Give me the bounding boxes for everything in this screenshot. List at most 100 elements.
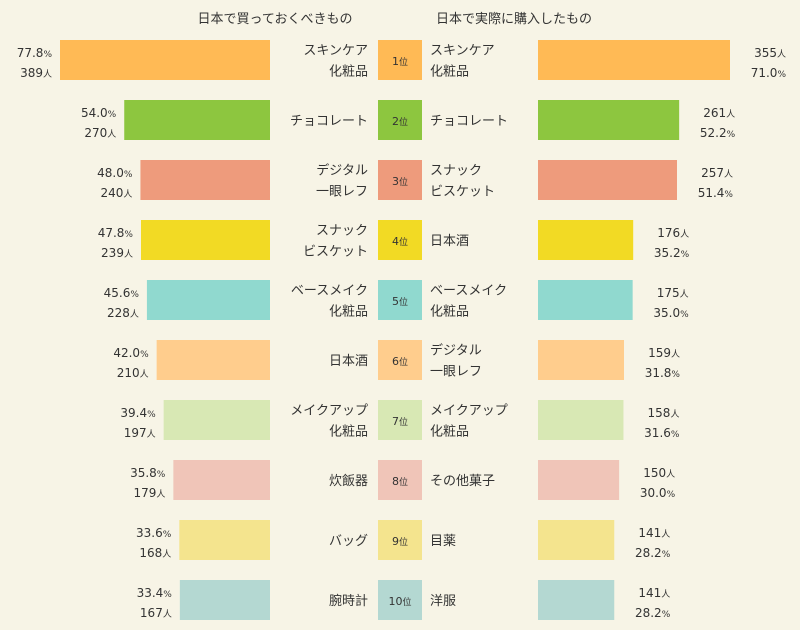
right-count-label-unit: 人 bbox=[777, 49, 786, 60]
right-category-label-line: ベースメイク bbox=[430, 284, 507, 299]
right-count-label-number: 141 bbox=[638, 526, 661, 540]
right-count-label-unit: 人 bbox=[661, 589, 670, 600]
left-percent-label-number: 33.6 bbox=[136, 526, 163, 540]
rank-suffix: 位 bbox=[399, 176, 408, 188]
right-count-label: 150人 bbox=[643, 466, 675, 480]
left-count-label: 239人 bbox=[101, 246, 133, 260]
left-percent-label-unit: % bbox=[108, 110, 117, 120]
left-percent-label: 47.8% bbox=[98, 226, 134, 240]
rank-label: 1位 bbox=[392, 55, 408, 68]
left-category-label: メイクアップ化粧品 bbox=[290, 404, 368, 440]
right-count-label-unit: 人 bbox=[680, 229, 689, 240]
left-percent-label-unit: % bbox=[140, 350, 149, 360]
right-count-label-number: 141 bbox=[638, 586, 661, 600]
rank-suffix: 位 bbox=[399, 116, 408, 128]
left-category-label-line: ベースメイク bbox=[291, 284, 368, 299]
right-category-label-line: チョコレート bbox=[430, 114, 508, 129]
left-category-label-line: 化粧品 bbox=[329, 425, 368, 440]
rank-suffix: 位 bbox=[399, 56, 408, 68]
left-count-label: 197人 bbox=[124, 426, 156, 440]
left-count-label: 167人 bbox=[140, 606, 172, 620]
right-percent-label-unit: % bbox=[724, 190, 733, 200]
left-bar bbox=[156, 340, 270, 380]
left-percent-label-unit: % bbox=[157, 470, 166, 480]
right-bar bbox=[538, 400, 624, 440]
right-count-label: 355人 bbox=[754, 46, 786, 60]
rank-suffix: 位 bbox=[399, 476, 408, 488]
right-bar bbox=[538, 580, 615, 620]
left-chart-title: 日本で買っておくべきもの bbox=[198, 12, 353, 27]
left-category-label-line: 化粧品 bbox=[329, 305, 368, 320]
right-count-label-number: 257 bbox=[701, 166, 724, 180]
right-count-label-number: 159 bbox=[648, 346, 671, 360]
left-count-label-number: 389 bbox=[20, 66, 43, 80]
left-percent-label-unit: % bbox=[124, 170, 133, 180]
rank-label: 9位 bbox=[392, 535, 408, 548]
right-category-label: デジタル一眼レフ bbox=[430, 343, 482, 380]
right-percent-label: 51.4% bbox=[698, 186, 734, 200]
rank-suffix: 位 bbox=[399, 356, 408, 368]
right-category-label: チョコレート bbox=[430, 114, 508, 129]
right-category-label-line: 化粧品 bbox=[430, 65, 469, 80]
left-percent-label-number: 42.0 bbox=[113, 346, 140, 360]
rank-box bbox=[378, 580, 422, 620]
left-category-label: 日本酒 bbox=[329, 354, 368, 369]
right-count-label: 175人 bbox=[657, 286, 689, 300]
right-count-label: 261人 bbox=[703, 106, 735, 120]
left-category-label: 炊飯器 bbox=[329, 474, 368, 489]
right-count-label-number: 175 bbox=[657, 286, 680, 300]
left-category-label-line: 日本酒 bbox=[329, 354, 368, 369]
rank-label: 7位 bbox=[392, 415, 408, 428]
right-category-label-line: ビスケット bbox=[430, 185, 495, 200]
left-bar bbox=[163, 400, 270, 440]
left-percent-label-number: 45.6 bbox=[104, 286, 131, 300]
rank-suffix: 位 bbox=[399, 236, 408, 248]
right-category-label-line: 日本酒 bbox=[430, 234, 469, 249]
right-bar bbox=[538, 340, 624, 380]
right-chart-title: 日本で実際に購入したもの bbox=[436, 11, 592, 27]
rank-number: 5 bbox=[392, 295, 399, 308]
left-count-label-unit: 人 bbox=[107, 129, 116, 140]
right-category-label: その他菓子 bbox=[430, 474, 495, 489]
right-percent-label-unit: % bbox=[662, 610, 671, 620]
right-category-label-line: その他菓子 bbox=[430, 474, 495, 489]
left-percent-label-number: 48.0 bbox=[97, 166, 124, 180]
right-count-label-number: 176 bbox=[657, 226, 680, 240]
rank-suffix: 位 bbox=[399, 296, 408, 308]
rank-label: 10位 bbox=[388, 595, 411, 608]
rank-number: 3 bbox=[392, 175, 399, 188]
left-percent-label-unit: % bbox=[163, 590, 172, 600]
left-bar bbox=[173, 460, 270, 500]
left-percent-label-number: 54.0 bbox=[81, 106, 108, 120]
rank-number: 2 bbox=[392, 115, 399, 128]
rank-box bbox=[378, 220, 422, 260]
left-percent-label: 33.6% bbox=[136, 526, 172, 540]
right-category-label-line: メイクアップ bbox=[430, 404, 508, 419]
left-count-label-unit: 人 bbox=[124, 249, 133, 260]
left-percent-label: 35.8% bbox=[130, 466, 166, 480]
right-count-label-number: 150 bbox=[643, 466, 666, 480]
left-category-label: バッグ bbox=[329, 534, 368, 549]
right-count-label: 257人 bbox=[701, 166, 733, 180]
right-category-label-line: 化粧品 bbox=[430, 305, 469, 320]
right-count-label: 176人 bbox=[657, 226, 689, 240]
left-bar bbox=[140, 160, 270, 200]
left-count-label-unit: 人 bbox=[43, 69, 52, 80]
left-category-label-line: チョコレート bbox=[290, 114, 368, 129]
left-percent-label-unit: % bbox=[43, 50, 52, 60]
right-count-label-unit: 人 bbox=[666, 469, 675, 480]
left-percent-label-number: 35.8 bbox=[130, 466, 157, 480]
rank-label: 5位 bbox=[392, 295, 408, 308]
rank-suffix: 位 bbox=[402, 596, 411, 608]
left-category-label: 腕時計 bbox=[329, 593, 368, 609]
left-percent-label: 45.6% bbox=[104, 286, 140, 300]
right-percent-label-number: 28.2 bbox=[635, 606, 662, 620]
left-percent-label: 42.0% bbox=[113, 346, 149, 360]
